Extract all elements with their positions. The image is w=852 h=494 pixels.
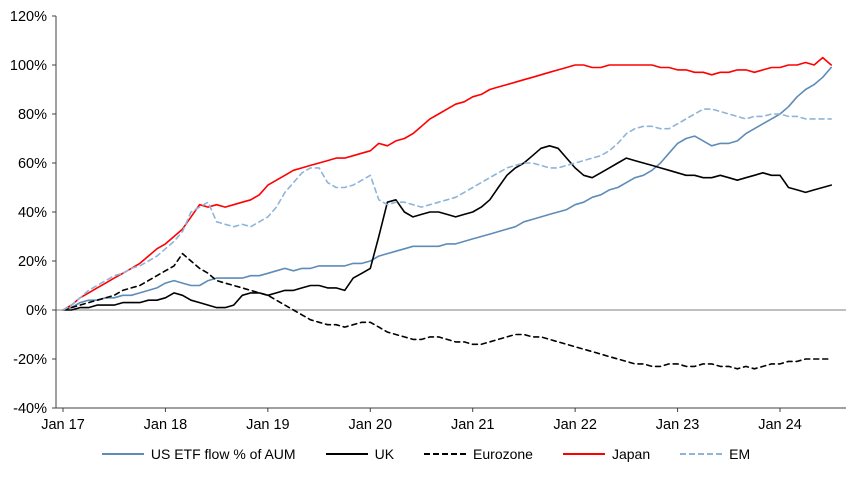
- series-line-em: [62, 108, 833, 311]
- x-axis-label: Jan 19: [246, 417, 290, 433]
- y-axis-label: 80%: [18, 107, 47, 123]
- x-axis-label: Jan 18: [144, 417, 188, 433]
- legend-line-swatch-uk: [325, 453, 368, 455]
- legend-item-em: EM: [680, 446, 750, 462]
- legend-line-swatch-japan: [562, 453, 605, 455]
- x-axis-label: Jan 23: [656, 417, 700, 433]
- legend-line-swatch-us-etf-flow-of-aum: [101, 453, 144, 455]
- legend-label-us-etf-flow-of-aum: US ETF flow % of AUM: [150, 446, 296, 462]
- legend-item-uk: UK: [325, 446, 395, 462]
- x-axis-label: Jan 22: [553, 417, 597, 433]
- series-line-uk: [62, 145, 833, 311]
- legend-item-eurozone: Eurozone: [424, 446, 533, 462]
- y-axis-label: 40%: [18, 205, 47, 221]
- y-axis-label: 100%: [10, 58, 47, 74]
- y-axis-label: 120%: [10, 9, 47, 25]
- series-line-japan: [62, 56, 833, 311]
- series-line-eurozone: [62, 252, 833, 370]
- legend-label-em: EM: [729, 446, 751, 462]
- legend-line-swatch-em: [680, 453, 723, 455]
- legend-label-japan: Japan: [611, 446, 651, 462]
- line-chart: 120% 100% 80% 60% 40% 20% 0% -20% -40%Jan 17 Jan …: [10, 9, 846, 433]
- y-axis-label: -40%: [13, 401, 47, 417]
- legend-label-uk: UK: [374, 446, 395, 462]
- x-axis-label: Jan 24: [758, 417, 802, 433]
- legend-item-us-etf-flow-of-aum: US ETF flow % of AUM: [101, 446, 296, 462]
- legend-line-swatch-eurozone: [424, 453, 467, 455]
- x-axis-label: Jan 20: [349, 417, 393, 433]
- y-axis-label: 0%: [26, 303, 47, 319]
- series-line-us-etf-flow-of-aum: [62, 66, 833, 311]
- x-axis-label: Jan 17: [41, 417, 85, 433]
- y-axis-label: 20%: [18, 254, 47, 270]
- y-axis-label: -20%: [13, 352, 47, 368]
- y-axis-label: 60%: [18, 156, 47, 172]
- legend-item-japan: Japan: [562, 446, 651, 462]
- chart-legend: US ETF flow % of AUM UK Eurozone Japan EM: [0, 442, 852, 462]
- x-axis-label: Jan 21: [451, 417, 495, 433]
- legend-label-eurozone: Eurozone: [473, 446, 533, 462]
